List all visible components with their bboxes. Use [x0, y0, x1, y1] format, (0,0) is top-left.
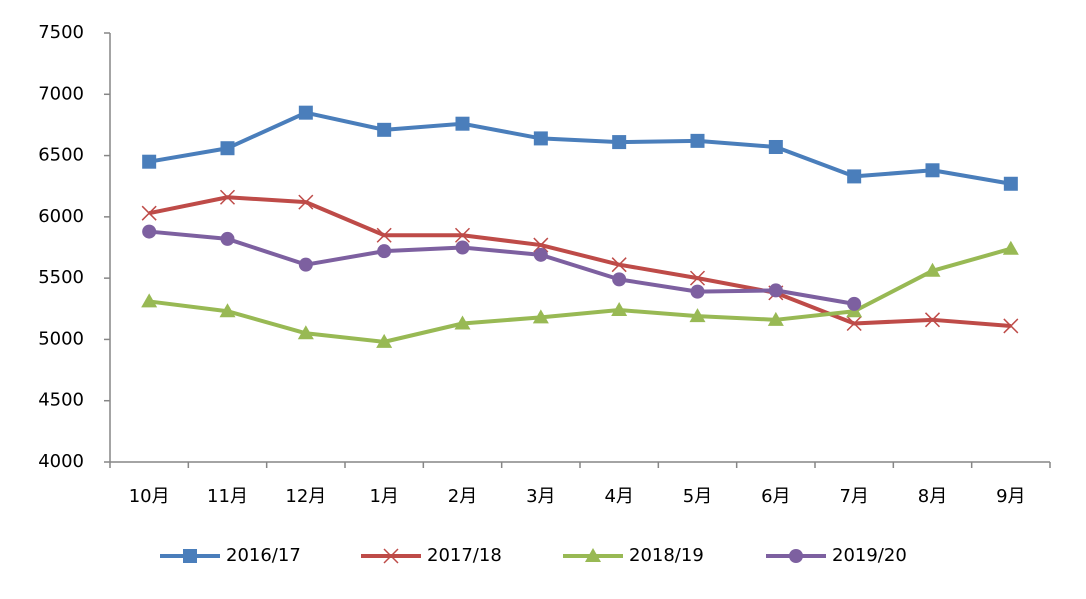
marker	[846, 315, 862, 332]
y-tick-label: 6000	[38, 206, 84, 227]
marker	[377, 122, 392, 137]
legend-marker	[789, 549, 803, 563]
marker	[455, 116, 470, 131]
x-tick-label: 7月	[839, 486, 868, 507]
legend-label: 2017/18	[427, 545, 502, 566]
marker	[376, 333, 393, 348]
marker	[298, 105, 313, 120]
marker	[454, 227, 471, 243]
x-tick-label: 3月	[526, 486, 555, 507]
marker	[611, 257, 627, 273]
legend-marker	[383, 548, 399, 564]
legend-label: 2019/20	[832, 545, 907, 566]
series-line	[148, 110, 1012, 186]
marker	[219, 189, 236, 205]
marker	[612, 135, 627, 150]
marker	[768, 283, 783, 298]
series-line	[148, 246, 1012, 344]
y-tick-label: 4000	[38, 451, 84, 472]
legend-label: 2016/17	[226, 545, 301, 566]
marker	[298, 257, 313, 272]
y-tick-label: 7500	[38, 22, 84, 43]
x-tick-label: 6月	[761, 486, 790, 507]
marker	[612, 272, 627, 287]
marker	[689, 308, 706, 323]
y-tick-label: 6500	[38, 145, 84, 166]
marker	[455, 240, 470, 255]
x-tick-label: 11月	[207, 486, 248, 507]
marker	[847, 169, 862, 184]
y-tick-label: 5500	[38, 267, 84, 288]
legend-label: 2018/19	[629, 545, 704, 566]
marker	[690, 284, 705, 299]
x-tick-label: 10月	[129, 486, 170, 507]
x-tick-label: 8月	[918, 486, 947, 507]
y-tick-label: 4500	[38, 390, 84, 411]
marker	[767, 311, 784, 326]
series-line	[148, 229, 855, 306]
y-tick-label: 5000	[38, 328, 84, 349]
marker	[1003, 318, 1019, 334]
marker	[924, 312, 941, 328]
marker	[768, 139, 783, 154]
marker	[454, 315, 471, 330]
y-tick-label: 7000	[38, 83, 84, 104]
marker	[141, 293, 158, 308]
marker	[219, 303, 236, 318]
marker	[690, 133, 705, 148]
marker	[220, 231, 235, 246]
x-tick-label: 2月	[448, 486, 477, 507]
marker	[533, 131, 548, 146]
x-tick-label: 5月	[683, 486, 712, 507]
marker	[142, 154, 157, 169]
marker	[298, 194, 314, 210]
marker	[533, 247, 548, 262]
series-line	[148, 195, 1011, 328]
legend-marker	[585, 548, 601, 562]
marker	[376, 227, 392, 243]
marker	[924, 262, 941, 277]
marker	[925, 163, 940, 178]
marker	[1003, 176, 1018, 191]
marker	[142, 224, 157, 239]
x-tick-label: 4月	[604, 486, 633, 507]
marker	[847, 296, 862, 311]
legend-marker	[183, 549, 197, 563]
marker	[611, 302, 628, 317]
marker	[377, 244, 392, 259]
marker	[297, 325, 314, 340]
marker	[1002, 240, 1019, 255]
marker	[532, 309, 549, 324]
x-tick-label: 9月	[996, 486, 1025, 507]
x-tick-label: 12月	[285, 486, 326, 507]
marker	[220, 141, 235, 156]
marker	[141, 205, 157, 221]
x-tick-label: 1月	[369, 486, 398, 507]
marker	[689, 270, 706, 286]
